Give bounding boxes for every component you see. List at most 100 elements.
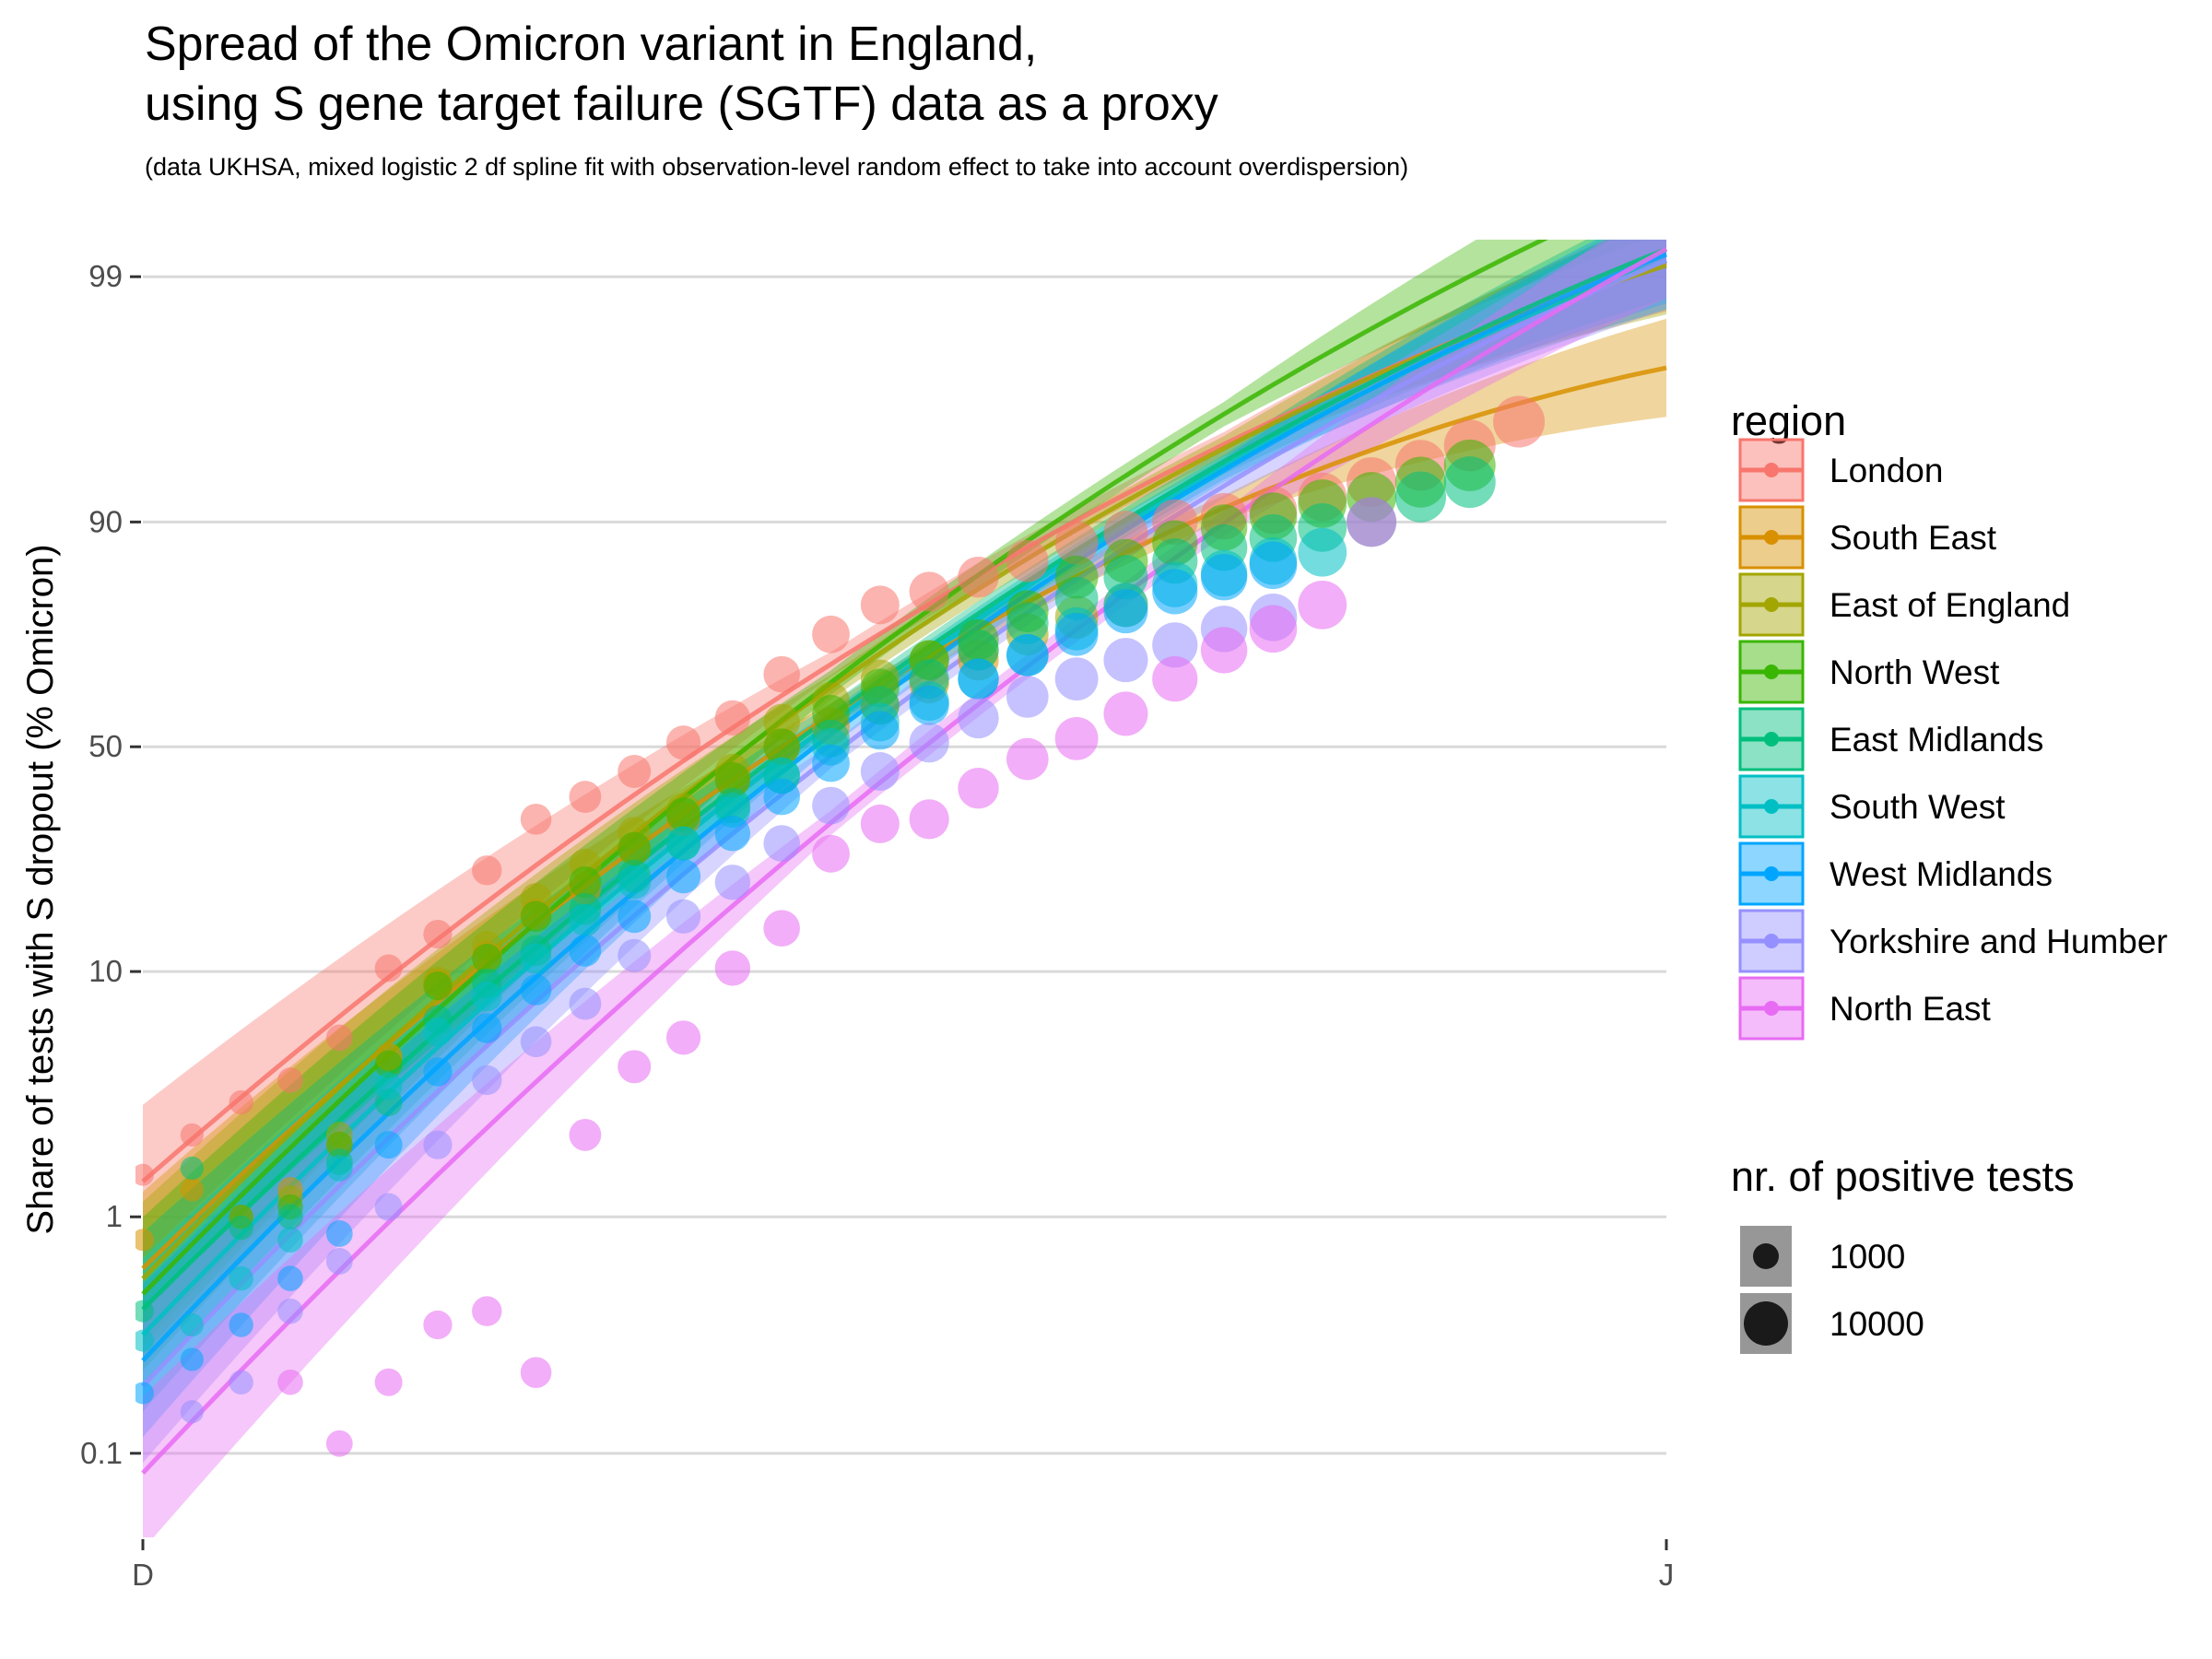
legend-label-6: West Midlands (1830, 855, 2053, 893)
data-point-7-0 (180, 1400, 204, 1424)
data-point-8-17 (1103, 691, 1148, 736)
data-point-3-4 (423, 971, 453, 1001)
data-point-3-3 (374, 1050, 403, 1078)
data-points (135, 395, 1546, 1457)
data-point-5-9 (569, 904, 602, 936)
data-point-0-11 (665, 725, 701, 760)
data-point-7-3 (325, 1248, 353, 1275)
legend-label-2: East of England (1830, 586, 2070, 624)
data-point-8-3 (423, 1310, 453, 1340)
axes: 0.1 1 10 50 90 99 D J (80, 259, 1674, 1592)
data-point-8-13 (909, 799, 949, 840)
fit-line-7 (141, 258, 1667, 1388)
data-point-3-7 (569, 865, 602, 899)
data-point-7-5 (423, 1130, 453, 1159)
data-point-3-6 (520, 900, 552, 933)
data-point-6-1 (180, 1347, 204, 1371)
data-point-4-3 (277, 1204, 303, 1230)
legend-item-5: South West (1738, 774, 2006, 839)
data-point-6-16 (909, 685, 949, 725)
data-point-6-3 (277, 1265, 303, 1291)
x-tick-label: D (132, 1558, 154, 1592)
data-point-6-10 (618, 900, 652, 934)
data-point-0-19 (1054, 521, 1099, 565)
data-point-8-8 (665, 1020, 701, 1055)
data-point-8-21 (1298, 580, 1347, 629)
data-point-0-16 (909, 571, 949, 612)
data-point-0-18 (1006, 539, 1049, 582)
data-point-8-7 (618, 1050, 652, 1084)
legend-item-6: West Midlands (1738, 841, 2053, 906)
data-point-3-11 (763, 728, 800, 766)
data-point-7-7 (520, 1026, 552, 1058)
size-legend-items: 1000 10000 (1740, 1226, 1924, 1354)
data-point-6-6 (423, 1057, 453, 1087)
data-point-7-18 (1054, 657, 1099, 701)
data-point-7-9 (618, 938, 652, 972)
data-point-6-2 (229, 1312, 253, 1337)
data-point-8-10 (763, 910, 800, 947)
data-point-7-19 (1103, 638, 1148, 683)
legend-title: region (1731, 397, 1846, 444)
data-point-7-6 (472, 1065, 502, 1096)
data-point-8-18 (1152, 656, 1198, 702)
ci-band-5 (143, 240, 1666, 1412)
size-legend-item-1: 10000 (1740, 1293, 1924, 1354)
data-point-5-6 (423, 1018, 453, 1047)
data-point-7-16 (958, 697, 999, 739)
data-point-6-13 (763, 778, 800, 816)
size-key-point (1744, 1301, 1788, 1346)
legend-label-7: Yorkshire and Humber (1830, 923, 2168, 960)
data-point-0-7 (472, 855, 502, 886)
legend-key-point (1764, 597, 1779, 612)
data-point-7-4 (374, 1193, 403, 1221)
legend-label-4: East Midlands (1830, 721, 2043, 759)
legend-key-point (1764, 799, 1779, 814)
data-point-7-20 (1152, 622, 1198, 668)
data-point-1-0 (135, 1229, 154, 1252)
ci-band-0 (143, 240, 1666, 1259)
data-point-4-27 (1443, 456, 1496, 509)
legend-items: London South East East of England North Wes… (1738, 438, 2168, 1041)
data-point-5-5 (374, 1072, 403, 1100)
data-point-6-22 (1200, 553, 1248, 601)
data-point-5-11 (665, 826, 701, 861)
data-point-7-12 (763, 825, 800, 862)
legend-item-8: North East (1738, 976, 1992, 1041)
data-point-6-21 (1152, 569, 1198, 615)
data-point-5-8 (520, 943, 552, 974)
data-point-4-18 (1006, 602, 1049, 644)
legend-label-8: North East (1830, 990, 1992, 1028)
legend-key-point (1764, 732, 1779, 747)
size-legend-title: nr. of positive tests (1731, 1153, 2075, 1200)
ci-band-8 (143, 240, 1666, 1537)
data-point-8-22 (1347, 497, 1397, 547)
data-point-8-11 (812, 834, 850, 873)
ci-band-7 (143, 240, 1666, 1464)
data-point-0-0 (135, 1163, 154, 1186)
data-point-0-6 (423, 919, 453, 949)
data-point-6-11 (665, 859, 701, 894)
data-point-3-5 (472, 943, 502, 974)
size-key-point (1753, 1243, 1779, 1269)
y-tick-label: 99 (88, 259, 123, 293)
data-point-7-8 (569, 987, 602, 1020)
size-legend-item-0: 1000 (1740, 1226, 1905, 1287)
data-point-0-12 (714, 700, 751, 736)
data-point-6-4 (325, 1220, 353, 1247)
size-legend-label-1: 10000 (1830, 1305, 1924, 1343)
legend-key-point (1764, 934, 1779, 948)
data-point-6-8 (520, 974, 552, 1006)
data-point-8-1 (325, 1430, 353, 1457)
data-point-6-0 (135, 1382, 154, 1405)
data-point-0-9 (569, 781, 602, 813)
legend-item-2: East of England (1738, 572, 2070, 637)
data-point-5-1 (180, 1312, 204, 1337)
data-point-6-12 (714, 816, 751, 852)
data-point-7-10 (665, 899, 701, 934)
data-point-0-4 (325, 1024, 353, 1052)
data-point-6-14 (812, 744, 850, 782)
data-point-6-23 (1249, 541, 1298, 590)
data-point-5-3 (277, 1227, 303, 1253)
